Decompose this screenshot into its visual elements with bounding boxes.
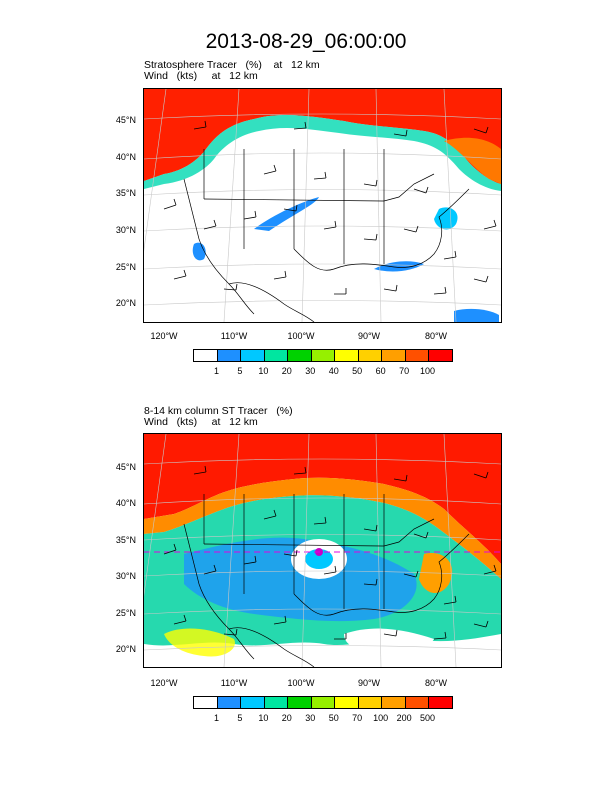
colorbar-label: 20: [281, 366, 292, 376]
panel1-lat-label: 30°N: [115, 225, 136, 235]
panel2-lon-label: 110°W: [220, 678, 248, 688]
panel2-lat-label: 25°N: [115, 608, 136, 618]
panel2-title-line2: Wind (kts) at 12 km: [144, 416, 258, 428]
colorbar-label: 10: [258, 713, 269, 723]
panel2-lon-label: 80°W: [424, 678, 448, 688]
colorbar-label: 200: [396, 713, 412, 723]
colorbar-label: 40: [328, 366, 339, 376]
colorbar-swatch: [358, 697, 383, 708]
colorbar-swatch: [429, 697, 453, 708]
panel2-lat-label: 35°N: [115, 535, 136, 545]
panel1-lat-label: 25°N: [115, 262, 136, 272]
panel1-lon-label: 120°W: [150, 331, 178, 341]
colorbar-label: 50: [352, 366, 363, 376]
colorbar-swatch: [194, 697, 218, 708]
colorbar-label: 50: [328, 713, 339, 723]
panel2-lon-label: 120°W: [150, 678, 178, 688]
panel1-title-line1: Stratosphere Tracer (%) at 12 km: [144, 59, 320, 71]
colorbar-swatch: [358, 350, 383, 361]
panel1-lat-label: 35°N: [115, 188, 136, 198]
colorbar-swatch: [311, 350, 336, 361]
colorbar-label: 500: [420, 713, 436, 723]
colorbar-label: 30: [305, 366, 316, 376]
colorbar-swatch: [335, 697, 359, 708]
panel1-lon-label: 100°W: [287, 331, 315, 341]
panel2-colorbar: [193, 696, 453, 709]
colorbar-swatch: [311, 697, 336, 708]
panel1-map: [143, 88, 502, 323]
colorbar-swatch: [217, 697, 242, 708]
panel2-map: [143, 433, 502, 668]
colorbar-label: 70: [399, 366, 410, 376]
colorbar-swatch: [288, 350, 312, 361]
colorbar-swatch: [241, 350, 265, 361]
colorbar-swatch: [241, 697, 265, 708]
panel1-lon-label: 90°W: [357, 331, 381, 341]
colorbar-swatch: [264, 697, 289, 708]
panel1-lat-label: 45°N: [115, 115, 136, 125]
colorbar-label: 5: [237, 366, 243, 376]
panel1-lat-label: 20°N: [115, 298, 136, 308]
panel2-lat-label: 30°N: [115, 571, 136, 581]
panel2-lat-label: 40°N: [115, 498, 136, 508]
colorbar-swatch: [405, 350, 430, 361]
colorbar-label: 70: [352, 713, 363, 723]
colorbar-label: 1: [213, 713, 219, 723]
panel1-colorbar: [193, 349, 453, 362]
colorbar-label: 10: [258, 366, 269, 376]
panel1-title-line2: Wind (kts) at 12 km: [144, 70, 258, 82]
panel1-lon-label: 110°W: [220, 331, 248, 341]
colorbar-swatch: [335, 350, 359, 361]
colorbar-swatch: [217, 350, 242, 361]
colorbar-label: 5: [237, 713, 243, 723]
panel1-lat-label: 40°N: [115, 152, 136, 162]
colorbar-swatch: [382, 697, 406, 708]
panel2-title-line1: 8-14 km column ST Tracer (%): [144, 405, 293, 417]
colorbar-label: 20: [281, 713, 292, 723]
panel2-lat-label: 20°N: [115, 644, 136, 654]
colorbar-label: 1: [213, 366, 219, 376]
colorbar-swatch: [382, 350, 406, 361]
colorbar-label: 60: [375, 366, 386, 376]
colorbar-swatch: [264, 350, 289, 361]
colorbar-swatch: [429, 350, 453, 361]
panel2-lon-label: 100°W: [287, 678, 315, 688]
panel1-lon-label: 80°W: [424, 331, 448, 341]
main-title: 2013-08-29_06:00:00: [205, 30, 407, 53]
panel2-lon-label: 90°W: [357, 678, 381, 688]
colorbar-swatch: [288, 697, 312, 708]
panel2-lat-label: 45°N: [115, 462, 136, 472]
colorbar-swatch: [405, 697, 430, 708]
colorbar-label: 100: [420, 366, 436, 376]
colorbar-label: 30: [305, 713, 316, 723]
colorbar-label: 100: [373, 713, 389, 723]
colorbar-swatch: [194, 350, 218, 361]
